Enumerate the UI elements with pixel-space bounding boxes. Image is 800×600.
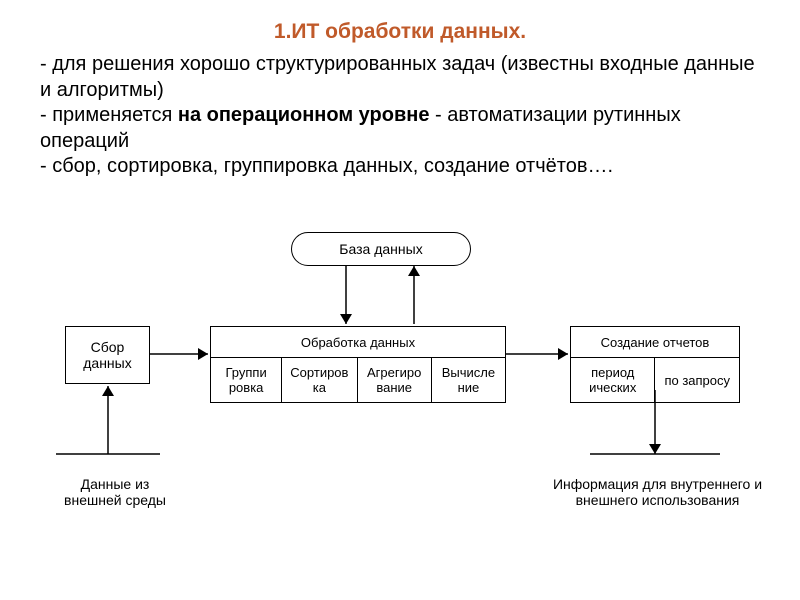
- bullet-list: - для решения хорошо структурированных з…: [40, 52, 760, 180]
- reports-col-1: по запросу: [655, 358, 740, 403]
- external-out-label: Информация для внутреннего и внешнего ис…: [550, 476, 765, 508]
- reports-node: Создание отчетов период ических по запро…: [570, 326, 740, 403]
- external-in-label: Данные из внешней среды: [50, 476, 180, 508]
- flowchart: База данных Сбор данных Обработка данных…: [30, 232, 770, 572]
- collect-node: Сбор данных: [65, 326, 150, 384]
- proc-col-1: Сортиров ка: [282, 358, 357, 403]
- reports-col-0: период ических: [571, 358, 655, 403]
- proc-col-3: Вычисле ние: [431, 358, 505, 403]
- bullet-3: - сбор, сортировка, группировка данных, …: [40, 154, 760, 180]
- bullet-2-bold: на операционном уровне: [178, 104, 430, 126]
- proc-col-2: Агрегиро вание: [357, 358, 431, 403]
- bullet-2: - применяется на операционном уровне - а…: [40, 103, 760, 154]
- reports-header: Создание отчетов: [571, 327, 740, 358]
- page-title: 1.ИТ обработки данных.: [0, 20, 800, 44]
- database-node: База данных: [291, 232, 471, 266]
- bullet-1: - для решения хорошо структурированных з…: [40, 52, 760, 103]
- processing-header: Обработка данных: [211, 327, 506, 358]
- bullet-2-pre: - применяется: [40, 104, 178, 126]
- proc-col-0: Группи ровка: [211, 358, 282, 403]
- processing-node: Обработка данных Группи ровка Сортиров к…: [210, 326, 506, 403]
